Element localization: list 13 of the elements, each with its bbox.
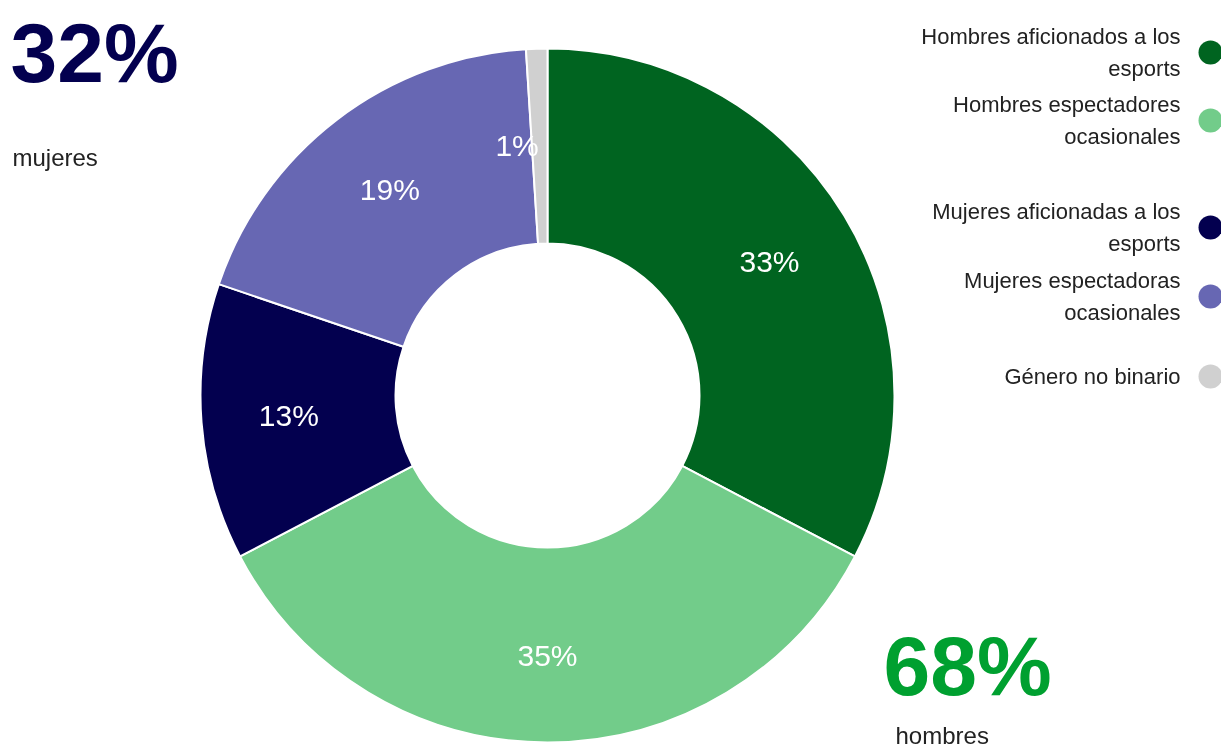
text: 68% — [883, 618, 1052, 713]
data-label: 35% — [517, 638, 578, 672]
text: hombres — [895, 722, 989, 749]
data-label: 19% — [359, 172, 420, 206]
text: 32% — [10, 5, 179, 100]
legend-label: Mujeres espectadoras ocasionales — [964, 268, 1181, 325]
data-label: 33% — [739, 244, 800, 278]
legend-label: Género no binario — [1004, 364, 1181, 389]
text: mujeres — [12, 144, 98, 171]
legend-label: Hombres aficionados a los esports — [921, 24, 1181, 81]
legend-label: Mujeres aficionadas a los esports — [932, 199, 1181, 256]
legend-label: Hombres espectadores ocasionales — [953, 92, 1181, 149]
data-label: 13% — [258, 399, 319, 433]
